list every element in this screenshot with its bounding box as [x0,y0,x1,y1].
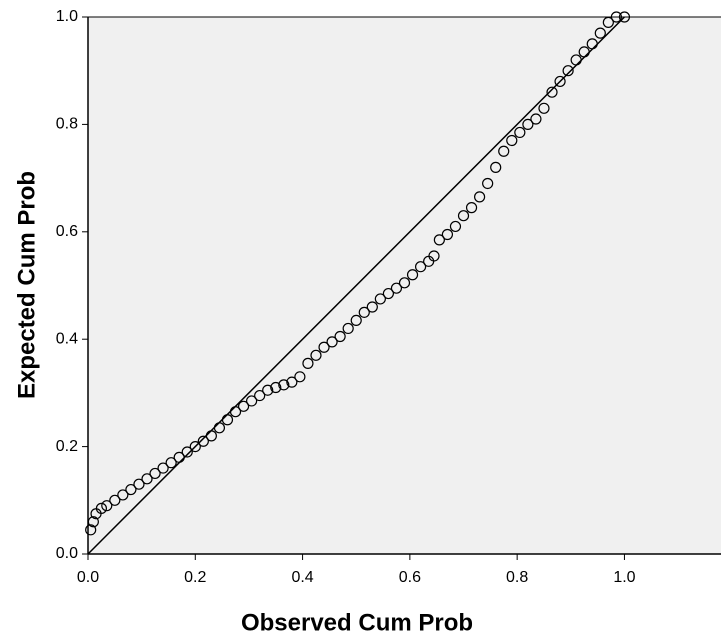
point [562,65,574,77]
y-tick-label: 0.4 [56,330,78,347]
point [538,102,550,114]
reference-line [87,16,625,555]
y-tick-label: 0.6 [56,223,78,240]
point [213,422,226,434]
point [602,16,614,28]
point [165,457,177,469]
point [570,54,582,66]
point [237,400,250,412]
plot-area [88,17,721,554]
point [449,220,462,233]
y-tick-label: 1.0 [56,8,78,25]
point [465,202,478,214]
point [374,293,386,305]
point [326,336,338,348]
point [350,314,362,327]
point [506,134,518,147]
point [302,357,314,369]
point [189,441,201,453]
point [85,524,97,536]
point [342,322,354,335]
x-tick-label: 0.2 [184,569,206,586]
point [149,467,161,480]
point [221,414,234,426]
point [530,113,542,125]
point [117,489,129,501]
point [618,11,631,23]
point [125,483,137,496]
point [286,376,298,388]
point [109,494,121,506]
point [87,516,99,528]
point [294,371,306,383]
point [310,349,322,361]
point [173,451,185,463]
point [428,250,440,262]
x-tick-label: 0.8 [506,569,528,586]
point [482,177,494,190]
point [406,269,419,281]
point [141,473,153,485]
y-tick-label: 0.0 [56,545,78,562]
point [441,228,454,241]
point [554,75,566,88]
point [498,145,510,157]
y-tick-label: 0.8 [56,116,78,133]
y-axis-title: Expected Cum Prob [13,171,40,399]
point [610,11,622,23]
point [197,435,209,447]
point [278,379,290,391]
point [490,161,502,173]
point [334,330,346,343]
point [578,46,590,58]
point [101,500,113,512]
point [514,126,526,139]
point [522,118,534,131]
point [229,406,242,418]
point [95,502,108,514]
point [474,191,486,203]
point [414,261,427,273]
point [382,287,395,300]
point [181,446,193,458]
point [390,282,403,294]
point [133,478,145,490]
x-tick-label: 1.0 [613,569,635,586]
point [594,27,606,39]
point [366,301,378,313]
point [262,384,274,396]
point [254,389,266,402]
point [246,395,258,407]
x-tick-label: 0.4 [291,569,313,586]
x-tick-label: 0.0 [77,569,99,586]
x-axis-title: Observed Cum Prob [241,609,473,636]
point [433,234,445,246]
point [318,341,330,353]
point [157,462,169,474]
point [546,86,558,98]
point [457,210,470,222]
point [586,38,598,50]
point [205,430,217,442]
y-tick-label: 0.2 [56,438,78,455]
x-tick-label: 0.6 [399,569,421,586]
point [270,381,282,394]
point [358,306,370,318]
point [398,277,411,289]
